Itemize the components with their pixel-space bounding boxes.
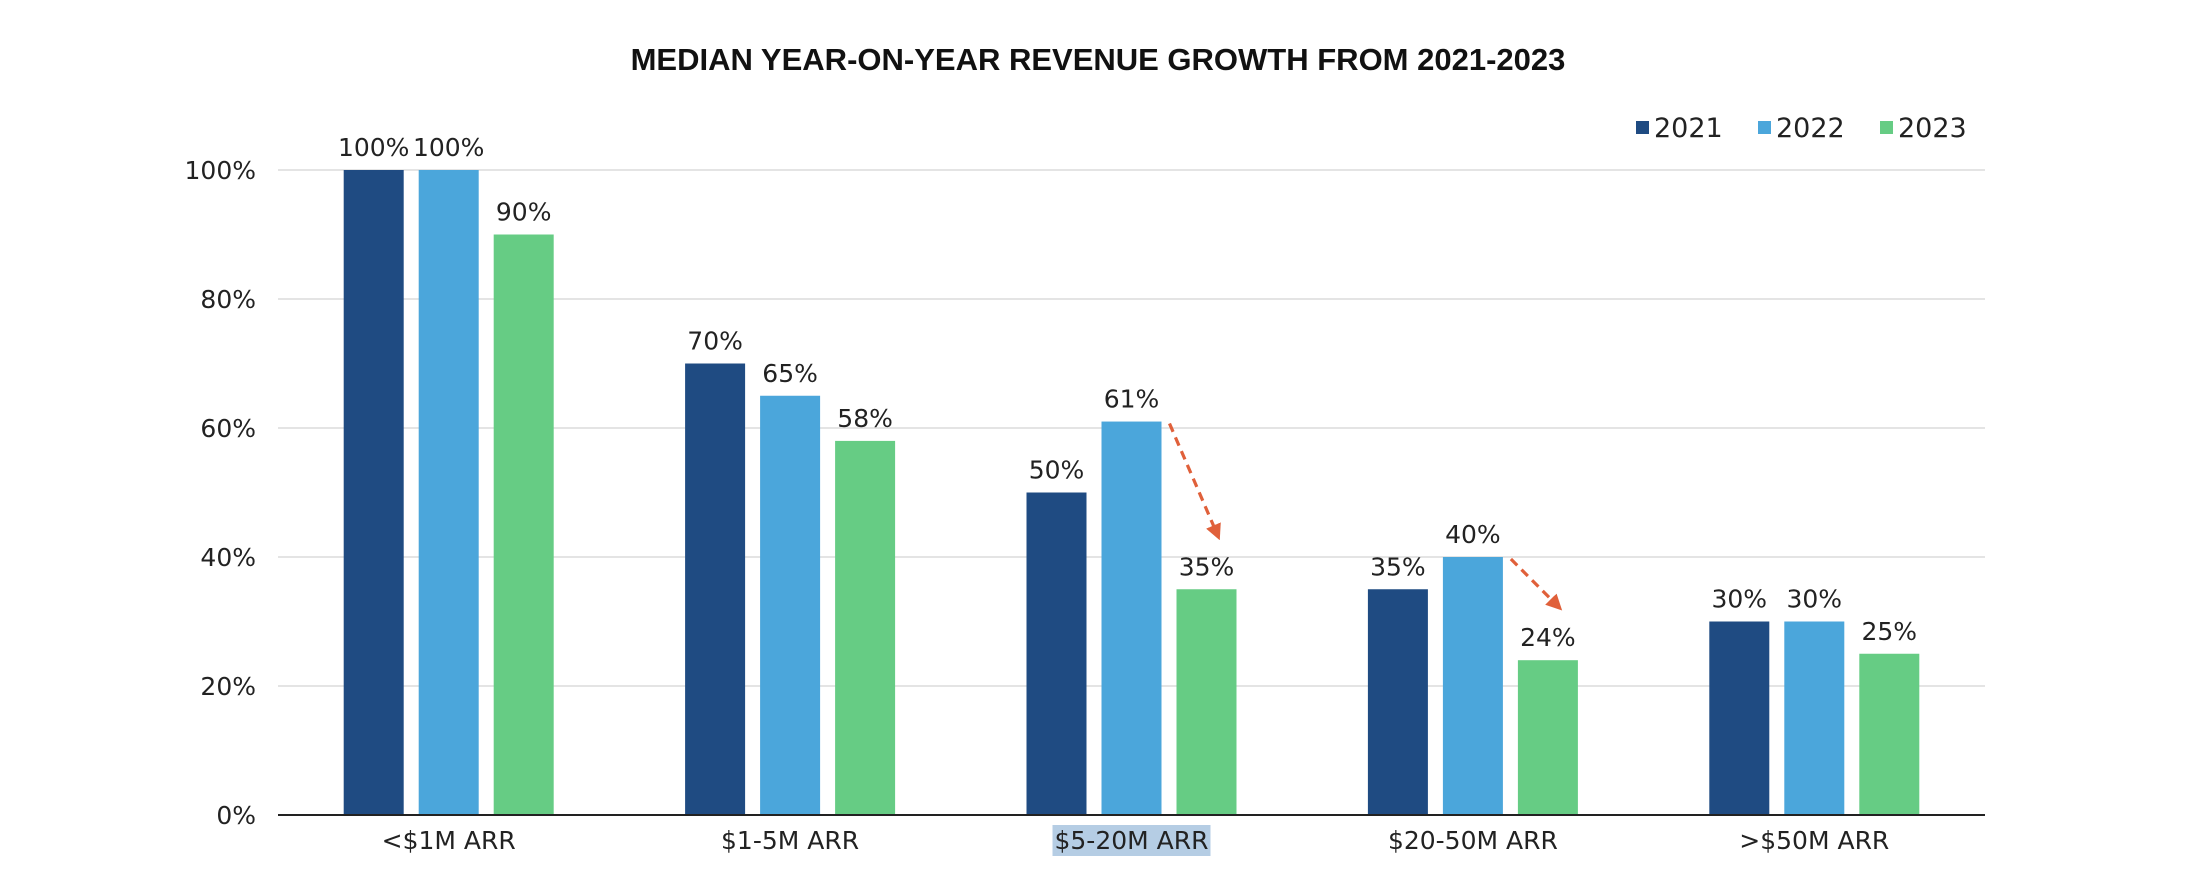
trend-arrow-20-50m-arr [1509,557,1563,611]
data-label: 24% [1520,623,1576,652]
legend-label: 2023 [1898,113,1967,144]
bar-1-5m-arr-2023 [835,440,896,815]
x-axis: <$1M ARR $1-5M ARR $5-20M ARR $20-50M ARR >$… [278,814,1985,856]
bar-50m-arr-2022 [1784,621,1845,815]
legend-label: 2021 [1654,113,1723,144]
data-label: 35% [1370,552,1426,581]
y-tick-label: 100% [185,156,256,185]
data-labels: 100% 100% 90% 70% 65% 58% 50% 61% 35% 35% 40% 24% 30… [338,133,1917,652]
y-tick-label: 80% [200,285,256,314]
data-label: 100% [338,133,409,162]
legend: 2021 2022 2023 [1636,113,1967,144]
bar-1-5m-arr-2022 [760,395,821,815]
data-label: 30% [1787,585,1843,614]
data-label: 25% [1862,617,1918,646]
x-tick-label: <$1M ARR [382,826,516,855]
data-label: 30% [1712,585,1768,614]
bar-1m-arr-2023 [493,234,554,815]
trend-arrow-5-20m-arr [1168,422,1221,541]
bars [343,170,1920,815]
x-tick-label: $1-5M ARR [721,826,859,855]
data-label: 58% [837,404,893,433]
bar-1m-arr-2022 [418,170,479,815]
y-tick-label: 0% [216,801,256,830]
legend-label: 2022 [1776,113,1845,144]
y-axis: 0% 20% 40% 60% 80% 100% [185,156,256,830]
bar-5-20m-arr-2022 [1101,421,1162,815]
data-label: 50% [1029,456,1085,485]
trend-arrows [1168,422,1563,611]
y-tick-label: 60% [200,414,256,443]
legend-swatch-2022 [1758,121,1771,134]
data-label: 65% [762,359,818,388]
x-tick-label: $5-20M ARR [1054,826,1208,855]
bar-1m-arr-2021 [343,170,404,815]
category-highlight [1052,825,1211,856]
data-label: 61% [1104,385,1160,414]
bar-1-5m-arr-2021 [685,363,746,815]
data-label: 70% [687,327,743,356]
data-label: 100% [413,133,484,162]
data-label: 35% [1179,552,1235,581]
bar-50m-arr-2021 [1709,621,1770,815]
y-tick-label: 20% [200,672,256,701]
data-label: 90% [496,198,552,227]
bar-5-20m-arr-2021 [1026,492,1087,815]
x-tick-label: $20-50M ARR [1388,826,1558,855]
bar-50m-arr-2023 [1859,653,1920,815]
data-label: 40% [1445,520,1501,549]
bar-20-50m-arr-2022 [1442,557,1503,815]
bar-20-50m-arr-2023 [1517,660,1578,815]
legend-swatch-2023 [1880,121,1893,134]
chart-title: MEDIAN YEAR-ON-YEAR REVENUE GROWTH FROM … [631,42,1566,77]
y-tick-label: 40% [200,543,256,572]
x-tick-label: >$50M ARR [1739,826,1889,855]
bar-20-50m-arr-2021 [1367,589,1428,815]
legend-swatch-2021 [1636,121,1649,134]
bar-5-20m-arr-2023 [1176,589,1237,815]
